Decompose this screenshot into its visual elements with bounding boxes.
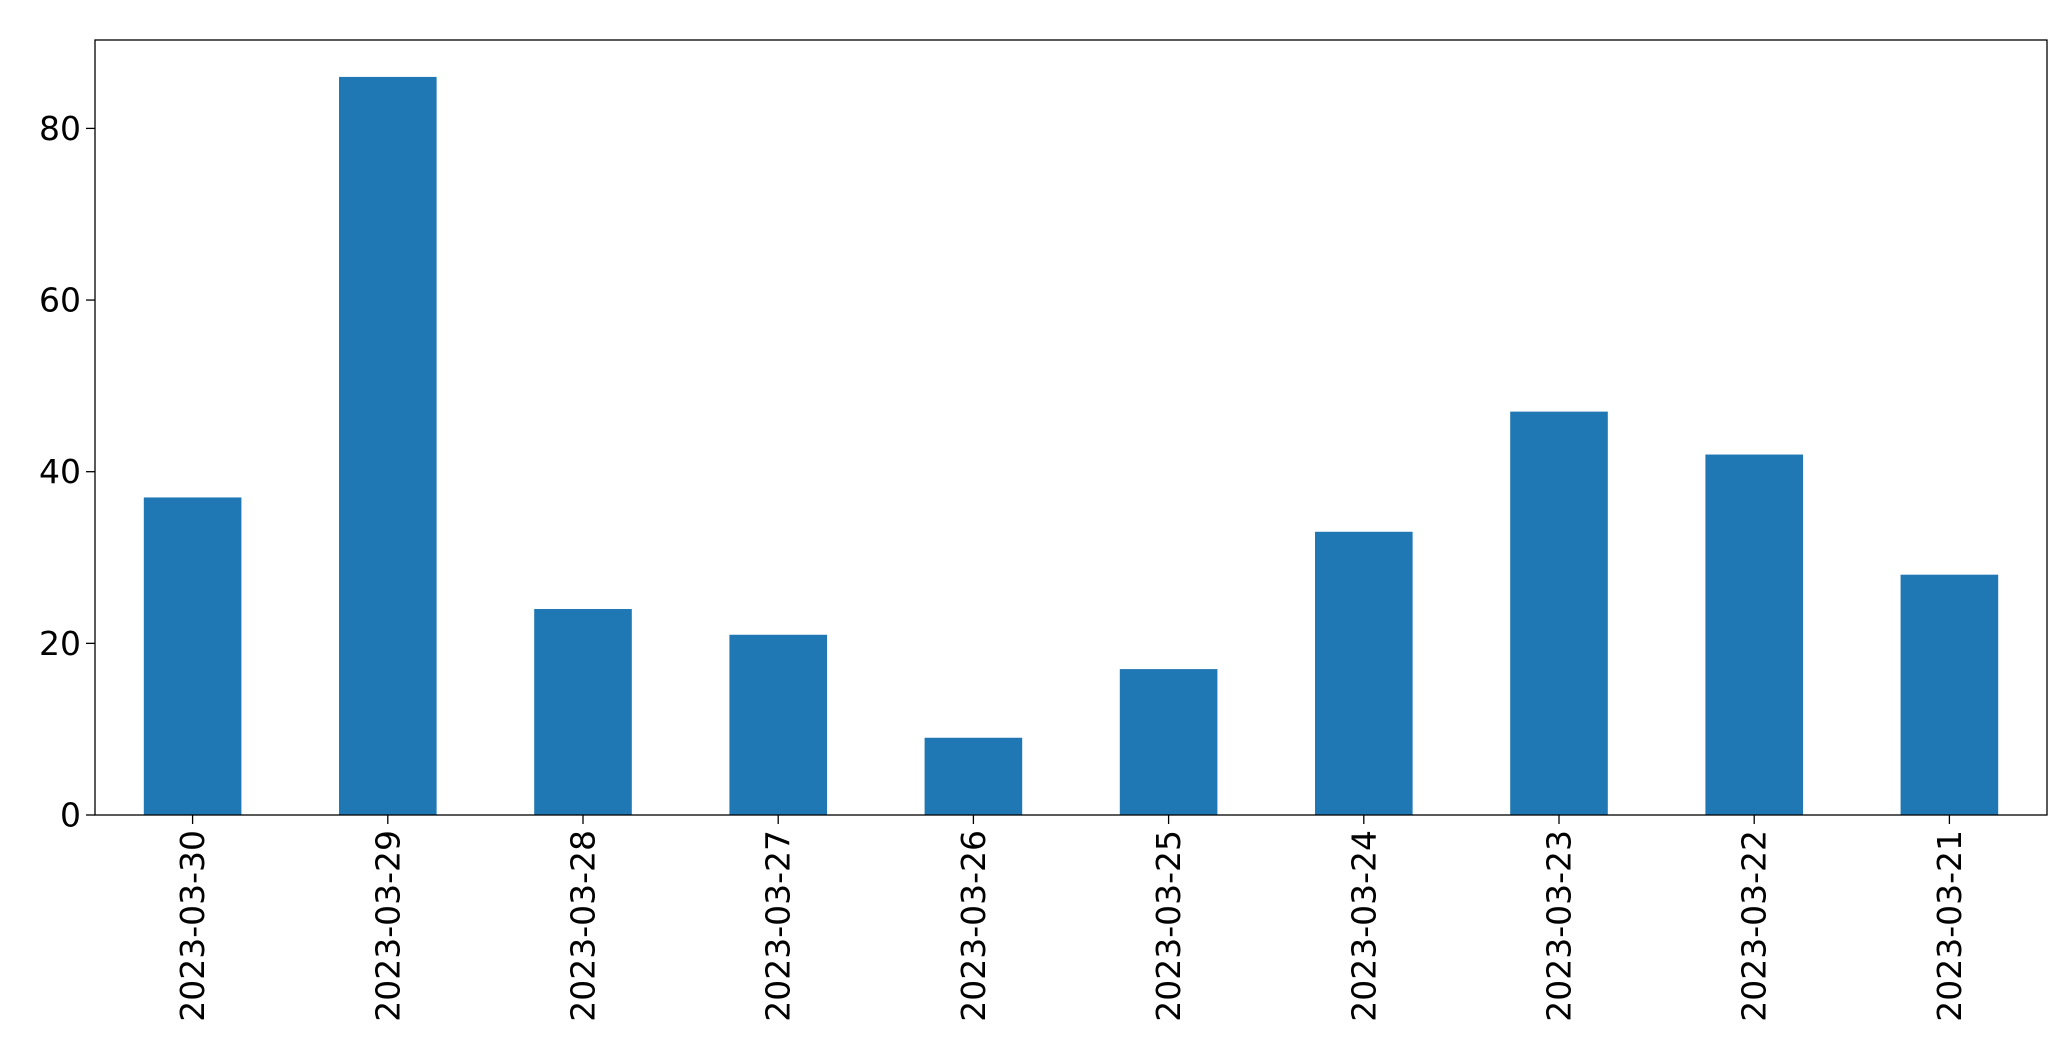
bar-2023-03-24 <box>1315 531 1413 815</box>
y-tick-label: 0 <box>60 796 81 835</box>
y-axis: 0 20 40 60 80 <box>39 109 95 835</box>
bars-group <box>143 76 1999 815</box>
x-tick-label: 2023-03-22 <box>1735 830 1774 1022</box>
bar-2023-03-22 <box>1705 454 1803 815</box>
x-tick-label: 2023-03-27 <box>759 830 798 1022</box>
plot-frame <box>94 39 2048 816</box>
x-tick-label: 2023-03-23 <box>1540 830 1579 1022</box>
y-tick-label: 80 <box>39 109 81 148</box>
bar-2023-03-23 <box>1510 411 1608 815</box>
x-tick-label: 2023-03-24 <box>1344 830 1383 1022</box>
y-tick-label: 20 <box>39 624 81 663</box>
x-axis: 2023-03-30 2023-03-29 2023-03-28 2023-03-27… <box>173 815 1969 1022</box>
x-tick-label: 2023-03-26 <box>954 830 993 1022</box>
y-tick-label: 60 <box>39 281 81 320</box>
bar-2023-03-25 <box>1119 669 1218 815</box>
bar-2023-03-30 <box>143 497 242 815</box>
x-tick-label: 2023-03-25 <box>1149 830 1188 1022</box>
bar-2023-03-26 <box>924 737 1023 815</box>
bar-2023-03-29 <box>339 76 437 815</box>
x-tick-label: 2023-03-21 <box>1930 830 1969 1022</box>
y-tick-label: 40 <box>39 452 81 491</box>
x-tick-label: 2023-03-28 <box>564 830 603 1022</box>
x-tick-label: 2023-03-29 <box>368 830 407 1022</box>
bar-2023-03-21 <box>1900 574 1999 815</box>
bar-2023-03-27 <box>729 634 827 815</box>
bar-2023-03-28 <box>534 609 632 815</box>
x-tick-label: 2023-03-30 <box>173 830 212 1022</box>
